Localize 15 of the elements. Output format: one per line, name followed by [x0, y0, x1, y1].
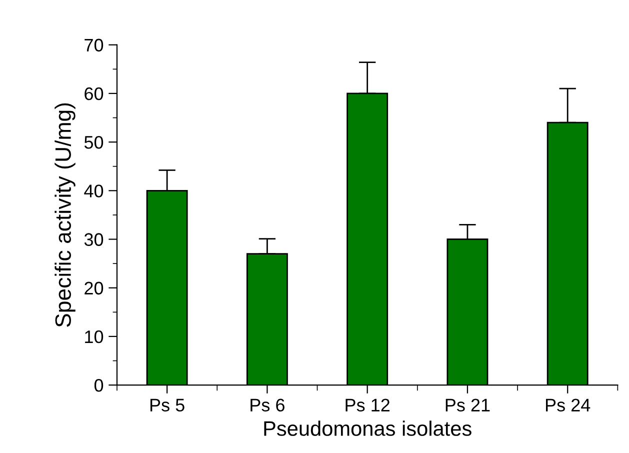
x-tick-label: Ps 24 [546, 398, 590, 412]
y-tick-label: 60 [84, 87, 104, 100]
y-tick-label: 40 [84, 184, 104, 198]
x-tick-label: Ps 5 [150, 398, 184, 412]
y-axis-title: Specific activity (U/mg) [54, 103, 76, 327]
x-axis-title: Pseudomonas isolates [264, 420, 472, 436]
x-tick-label: Ps 12 [346, 398, 390, 412]
x-tick-label: Ps 21 [446, 398, 490, 412]
y-tick-label: 30 [84, 233, 104, 246]
y-tick-label: 0 [94, 378, 104, 392]
y-tick-label: 20 [84, 282, 104, 295]
y-tick-label: 10 [85, 330, 104, 344]
x-tick-label: Ps 6 [250, 398, 284, 412]
y-tick-label: 70 [84, 38, 104, 52]
y-tick-label: 50 [84, 136, 104, 149]
